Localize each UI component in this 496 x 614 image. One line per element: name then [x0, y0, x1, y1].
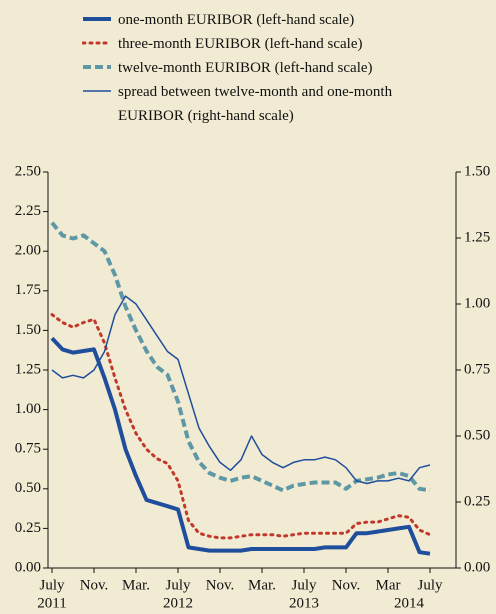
y-tick-label: 2.50	[15, 163, 41, 179]
y2-tick-label: 0.75	[464, 361, 490, 377]
x-tick-label: July	[417, 577, 443, 593]
y2-tick-label: 1.00	[464, 295, 490, 311]
y-tick-label: 2.25	[15, 203, 41, 219]
series-line	[50, 336, 431, 556]
legend-swatch	[83, 17, 111, 21]
series-line	[50, 221, 431, 493]
y-tick-label: 0.50	[15, 480, 41, 496]
y-tick-label: 0.75	[15, 441, 41, 457]
y-tick-label: 0.25	[15, 520, 41, 536]
legend: one-month EURIBOR (left-hand scale) three…	[82, 8, 422, 128]
legend-swatch	[83, 65, 111, 69]
legend-label: spread between twelve-month and one-mont…	[118, 84, 393, 124]
y-tick-label: 1.00	[15, 401, 41, 417]
y-tick-label: 1.25	[15, 361, 41, 377]
legend-item: spread between twelve-month and one-mont…	[82, 80, 422, 128]
x-year-label: 2012	[163, 595, 193, 611]
legend-item: three-month EURIBOR (left-hand scale)	[82, 32, 422, 56]
y-tick-label: 2.00	[15, 243, 41, 259]
legend-label: one-month EURIBOR (left-hand scale)	[118, 12, 355, 28]
y2-tick-label: 1.25	[464, 229, 490, 245]
series-line	[51, 295, 431, 485]
legend-item: twelve-month EURIBOR (left-hand scale)	[82, 56, 422, 80]
legend-swatch	[83, 90, 111, 92]
y2-tick-label: 0.25	[464, 493, 490, 509]
x-tick-label: Nov.	[80, 577, 109, 593]
legend-item: one-month EURIBOR (left-hand scale)	[82, 8, 422, 32]
y-tick-label: 0.00	[15, 559, 41, 575]
legend-label: twelve-month EURIBOR (left-hand scale)	[118, 60, 373, 76]
x-tick-label: Mar.	[248, 577, 276, 593]
legend-swatch	[82, 41, 112, 45]
y2-tick-label: 0.00	[464, 559, 490, 575]
x-tick-label: July	[291, 577, 317, 593]
x-tick-label: Nov.	[206, 577, 235, 593]
series-line	[50, 313, 432, 540]
x-tick-label: Nov.	[332, 577, 361, 593]
x-year-label: 2014	[394, 595, 425, 611]
x-year-label: 2011	[37, 595, 66, 611]
y-tick-label: 1.75	[15, 282, 41, 298]
y2-tick-label: 1.50	[464, 163, 490, 179]
y2-tick-label: 0.50	[464, 427, 490, 443]
x-tick-label: Mar.	[122, 577, 150, 593]
x-tick-label: July	[165, 577, 191, 593]
x-year-label: 2013	[289, 595, 319, 611]
x-tick-label: July	[39, 577, 65, 593]
y-tick-label: 1.50	[15, 322, 41, 338]
legend-label: three-month EURIBOR (left-hand scale)	[118, 36, 363, 52]
x-tick-label: Mar	[376, 577, 401, 593]
